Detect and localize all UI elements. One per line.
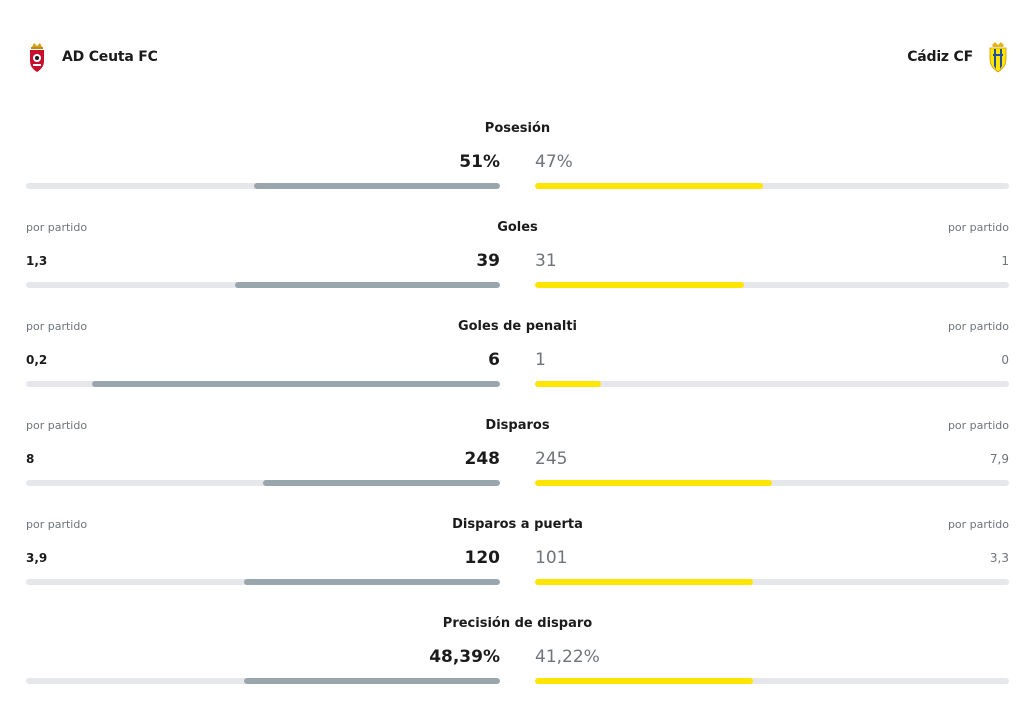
away-bar-fill <box>535 480 772 486</box>
stat-title: Goles de penalti <box>457 319 578 334</box>
away-bar-fill <box>535 282 744 288</box>
per-match-label-home: por partido <box>26 518 88 531</box>
stat-title: Goles <box>497 220 538 235</box>
away-bar-track <box>535 183 1009 189</box>
away-per-match: 3,3 <box>989 551 1009 565</box>
stat-precision: Precisión de disparo 48,39% 41,22% <box>26 613 1009 712</box>
away-value: 245 <box>535 449 568 469</box>
away-team[interactable]: Cádiz CF <box>907 40 1009 74</box>
per-match-label-home: por partido <box>26 221 88 234</box>
home-value: 48,39% <box>429 647 500 667</box>
home-bar-fill <box>234 282 500 288</box>
per-match-label-away: por partido <box>947 419 1009 432</box>
stat-posesion: Posesión 51% 47% por partido por partido <box>26 118 1009 234</box>
home-per-match: 1,3 <box>26 254 48 268</box>
away-per-match: 1 <box>1001 254 1009 268</box>
stat-disparos: Disparos 8 248 245 7,9 por partido por p… <box>26 415 1009 531</box>
home-bar-fill <box>253 183 500 189</box>
away-bar-fill <box>535 381 602 387</box>
home-bar-track <box>26 678 500 684</box>
away-bar-track <box>535 579 1009 585</box>
away-bar-track <box>535 282 1009 288</box>
home-bar-track <box>26 183 500 189</box>
stat-disparos-puerta: Disparos a puerta 3,9 120 101 3,3 <box>26 514 1009 613</box>
away-per-match: 0 <box>1001 353 1009 367</box>
home-value: 248 <box>464 449 501 469</box>
home-bar-fill <box>244 579 500 585</box>
stat-title: Disparos a puerta <box>452 517 583 532</box>
away-bar-track <box>535 381 1009 387</box>
home-team[interactable]: AD Ceuta FC <box>26 40 158 74</box>
home-per-match: 0,2 <box>26 353 48 367</box>
home-bar-fill <box>92 381 500 387</box>
away-value: 47% <box>535 152 573 172</box>
stat-goles-penalti: Goles de penalti 0,2 6 1 0 por partido p… <box>26 316 1009 432</box>
stat-goles: Goles 1,3 39 31 1 por partido por partid… <box>26 217 1009 333</box>
home-value: 120 <box>464 548 501 568</box>
match-header: AD Ceuta FC Cádiz CF <box>26 40 1009 74</box>
home-bar-track <box>26 381 500 387</box>
stat-title: Posesión <box>484 121 551 136</box>
away-bar-track <box>535 678 1009 684</box>
away-team-name: Cádiz CF <box>907 49 973 65</box>
home-per-match: 8 <box>26 452 35 466</box>
away-value: 41,22% <box>535 647 600 667</box>
away-bar-track <box>535 480 1009 486</box>
home-value: 39 <box>476 251 500 271</box>
home-bar-fill <box>263 480 500 486</box>
away-value: 31 <box>535 251 557 271</box>
home-bar-track <box>26 282 500 288</box>
away-value: 1 <box>535 350 546 370</box>
home-bar-track <box>26 480 500 486</box>
per-match-label-away: por partido <box>947 320 1009 333</box>
home-bar-fill <box>244 678 500 684</box>
away-value: 101 <box>535 548 568 568</box>
ad-ceuta-crest-icon <box>30 43 44 72</box>
away-bar-fill <box>535 183 763 189</box>
home-value: 6 <box>488 350 500 370</box>
home-per-match: 3,9 <box>26 551 48 565</box>
stat-title: Precisión de disparo <box>442 616 593 631</box>
per-match-label-home: por partido <box>26 419 88 432</box>
stats-comparison: Posesión 51% 47% por partido por partido… <box>26 118 1009 712</box>
away-bar-fill <box>535 678 754 684</box>
stat-title: Disparos <box>485 418 550 433</box>
away-per-match: 7,9 <box>989 452 1009 466</box>
home-team-name: AD Ceuta FC <box>62 49 158 65</box>
cadiz-crest-icon <box>989 42 1007 73</box>
home-bar-track <box>26 579 500 585</box>
away-bar-fill <box>535 579 754 585</box>
home-value: 51% <box>459 152 500 172</box>
per-match-label-away: por partido <box>947 518 1009 531</box>
per-match-label-home: por partido <box>26 320 88 333</box>
per-match-label-away: por partido <box>947 221 1009 234</box>
